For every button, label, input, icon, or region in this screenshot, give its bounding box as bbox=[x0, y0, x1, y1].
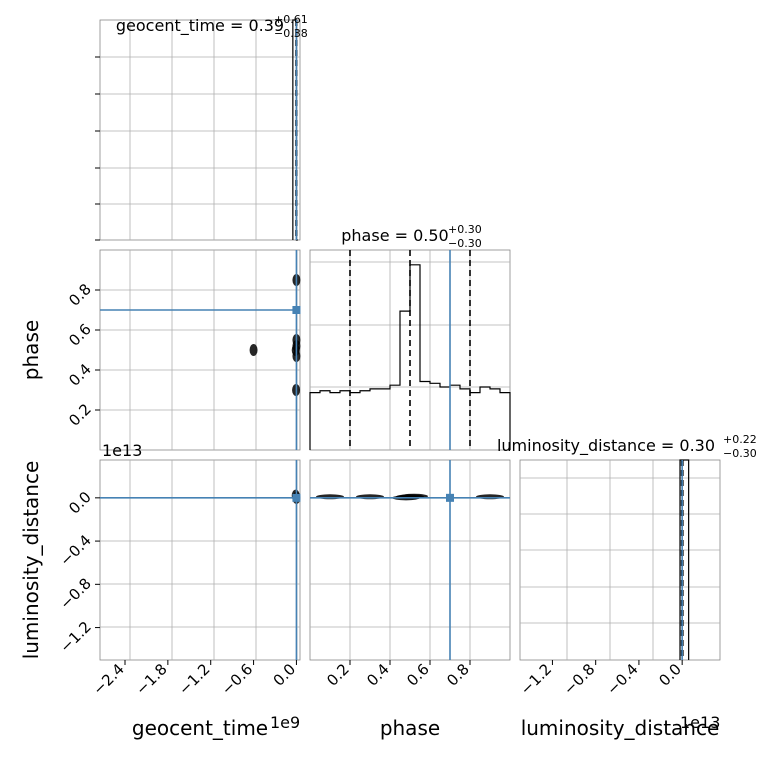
xtick-label-phase-0: 0.2 bbox=[323, 660, 353, 690]
xtick-label-geocent_time-0: −2.4 bbox=[89, 660, 127, 698]
title-geocent-time-median: 0.39 bbox=[248, 16, 284, 35]
ytick-label-luminosity_distance-1: −0.8 bbox=[56, 574, 94, 612]
xtick-label-phase-2: 0.6 bbox=[403, 660, 433, 690]
density-phase_vs_geocent_time-6 bbox=[249, 344, 258, 356]
xlabel-phase: phase bbox=[380, 716, 440, 740]
panels bbox=[99, 19, 721, 661]
title-phase-median: 0.50 bbox=[413, 226, 449, 245]
xtick-label-luminosity_distance-3: 0.0 bbox=[655, 660, 685, 690]
xtick-label-luminosity_distance-1: −0.8 bbox=[560, 660, 598, 698]
ytick-label-luminosity_distance-3: 0.0 bbox=[65, 488, 95, 518]
panel-phase-vs-geocent-time bbox=[99, 249, 301, 451]
xtick-label-phase-3: 0.8 bbox=[443, 660, 473, 690]
title-geocent-time-minus: −0.38 bbox=[274, 27, 308, 40]
ytick-label-phase-1: 0.4 bbox=[65, 360, 95, 390]
axis-labels: geocent_time phase luminosity_distance p… bbox=[19, 320, 719, 740]
title-luminosity-distance-median: 0.30 bbox=[679, 436, 715, 455]
ytick-label-luminosity_distance-0: −1.2 bbox=[56, 618, 94, 656]
title-luminosity-distance: luminosity_distance = 0.30 bbox=[497, 436, 715, 456]
offset-texts: 1e9 1e13 1e13 bbox=[102, 441, 720, 732]
grid-luminosity-distance-vs-phase bbox=[310, 460, 510, 660]
xtick-label-geocent_time-1: −1.8 bbox=[132, 660, 170, 698]
title-phase: phase = 0.50 bbox=[341, 226, 448, 245]
panel-titles: geocent_time = 0.39 +0.61 −0.38 phase = … bbox=[116, 13, 757, 460]
title-geocent-time-prefix: geocent_time = bbox=[116, 16, 249, 36]
chart-marks bbox=[100, 19, 690, 660]
grid-geocent-time-hist bbox=[100, 20, 300, 240]
ytick-label-phase-2: 0.6 bbox=[65, 320, 95, 350]
ylabel-phase: phase bbox=[19, 320, 43, 380]
xtick-label-luminosity_distance-2: −0.4 bbox=[603, 660, 641, 698]
ytick-label-luminosity_distance-2: −0.4 bbox=[56, 531, 94, 569]
title-luminosity-distance-prefix: luminosity_distance = bbox=[497, 436, 679, 456]
xtick-label-geocent_time-3: −0.6 bbox=[218, 660, 256, 698]
ylabel-luminosity-distance: luminosity_distance bbox=[19, 461, 43, 660]
grid-phase-vs-geocent-time bbox=[100, 250, 300, 450]
ytick-label-phase-0: 0.2 bbox=[65, 400, 95, 430]
panel-luminosity-distance-hist bbox=[519, 459, 721, 661]
grid-luminosity-distance-hist bbox=[520, 460, 720, 660]
title-luminosity-distance-plus: +0.22 bbox=[723, 433, 757, 446]
panel-luminosity-distance-vs-phase bbox=[309, 459, 511, 661]
truth-marker-luminosity_distance_vs_phase bbox=[446, 493, 454, 502]
offset-text-geocent-time-x: 1e9 bbox=[270, 713, 300, 732]
truth-marker-phase_vs_geocent_time bbox=[292, 306, 301, 314]
offset-text-luminosity-distance-y: 1e13 bbox=[102, 441, 142, 460]
xtick-label-geocent_time-4: 0.0 bbox=[270, 660, 300, 690]
ytick-label-phase-3: 0.8 bbox=[65, 280, 95, 310]
xtick-label-geocent_time-2: −1.2 bbox=[175, 660, 213, 698]
xlabel-geocent-time: geocent_time bbox=[132, 716, 268, 740]
title-phase-prefix: phase = bbox=[341, 226, 413, 245]
title-geocent-time: geocent_time = 0.39 bbox=[116, 16, 284, 36]
xtick-label-luminosity_distance-0: −1.2 bbox=[517, 660, 555, 698]
grid-luminosity-distance-vs-geocent-time bbox=[100, 460, 300, 660]
xtick-label-phase-1: 0.4 bbox=[363, 660, 393, 690]
tick-labels: −2.4 −1.8 −1.2 −0.6 0.0 0.2 0.4 0.6 0.8 −1.2 −0.8−… bbox=[56, 56, 685, 699]
title-luminosity-distance-minus: −0.30 bbox=[723, 447, 757, 460]
offset-text-luminosity-distance-x: 1e13 bbox=[680, 713, 720, 732]
panel-luminosity-distance-vs-geocent-time bbox=[99, 459, 301, 661]
title-phase-plus: +0.30 bbox=[448, 223, 482, 236]
title-phase-minus: −0.30 bbox=[448, 237, 482, 250]
truth-marker-luminosity_distance_vs_geocent_time bbox=[292, 493, 301, 502]
panel-geocent-time-hist bbox=[99, 19, 301, 241]
xlabel-luminosity-distance: luminosity_distance bbox=[521, 716, 720, 740]
title-geocent-time-plus: +0.61 bbox=[274, 13, 308, 26]
